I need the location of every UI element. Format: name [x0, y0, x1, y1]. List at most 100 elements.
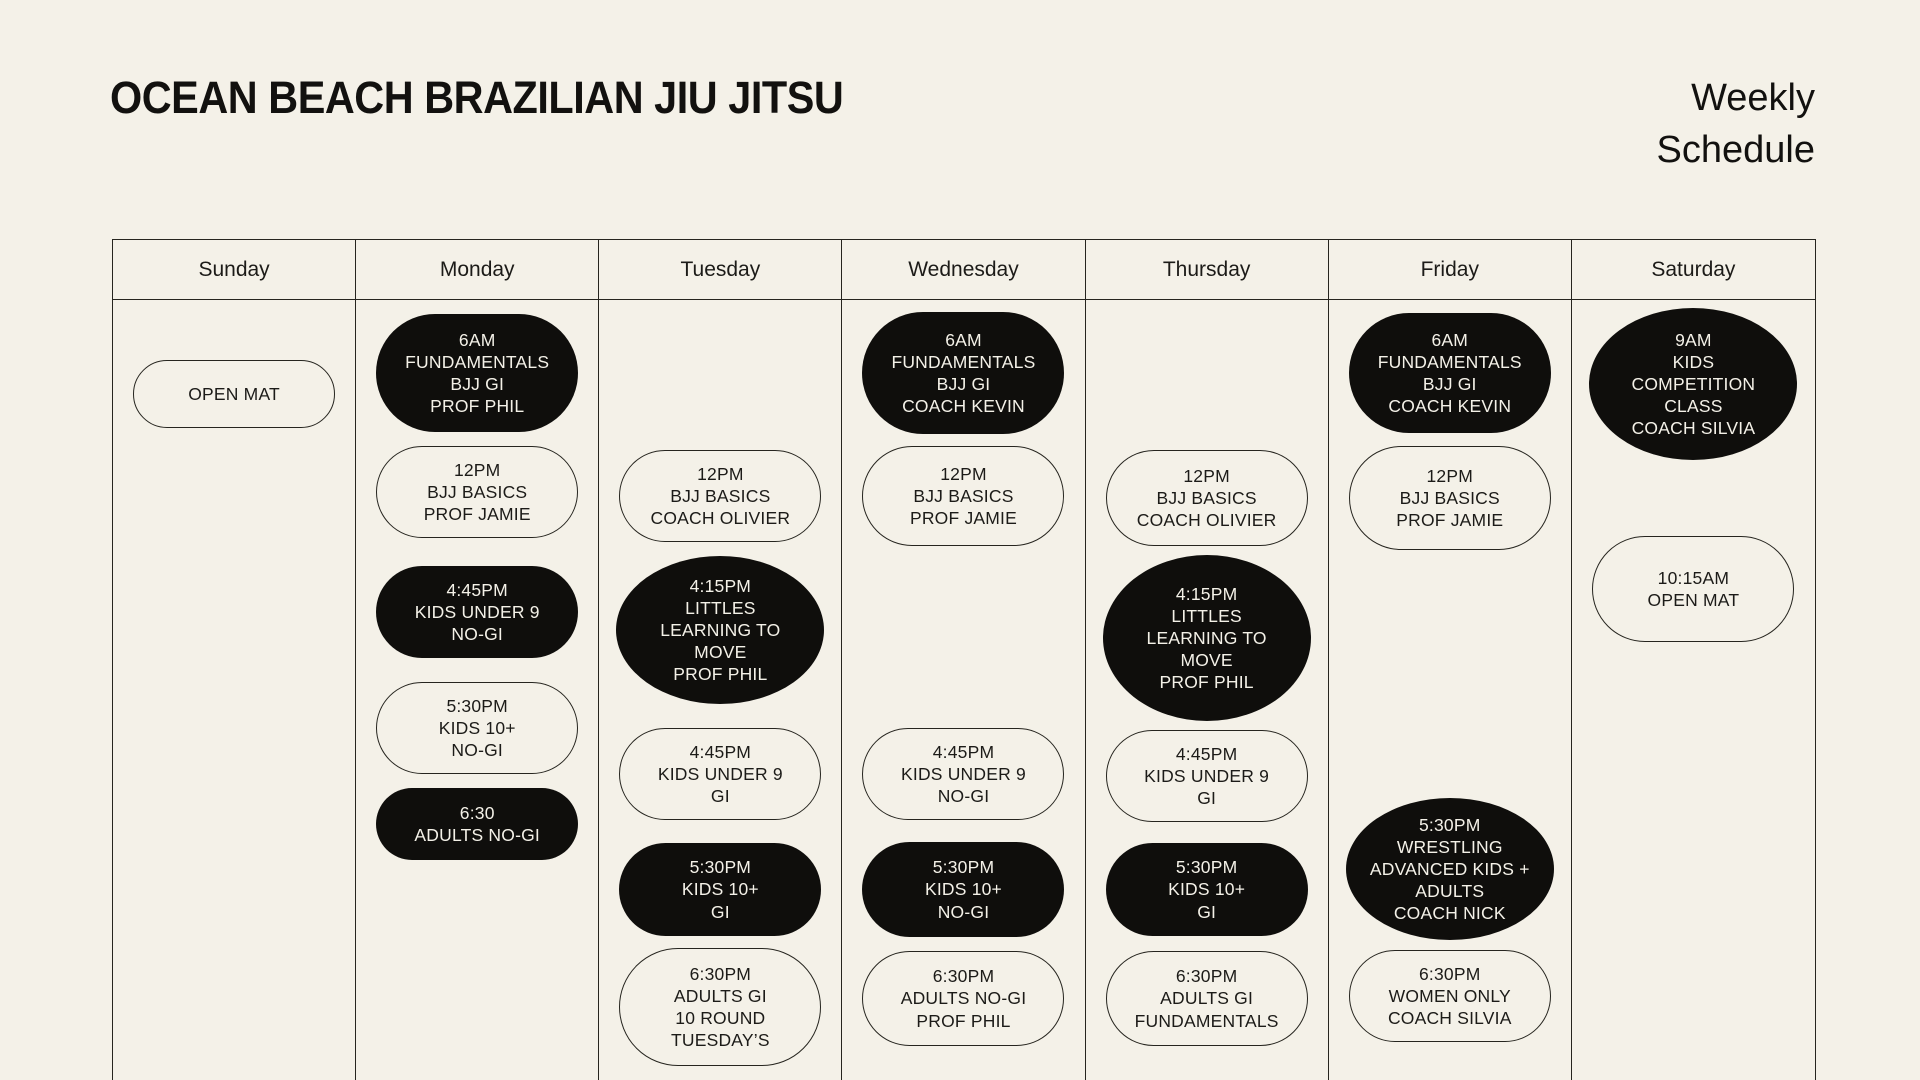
pill-line: 12PM	[1183, 465, 1230, 486]
event-pill: 12PM BJJ BASICS COACH OLIVIER	[619, 450, 822, 542]
pill-line: 4:45PM	[932, 741, 995, 762]
pill-line: 9AM	[1675, 329, 1712, 350]
pill-line: COACH OLIVIER	[650, 508, 791, 529]
pill-line: 6AM	[945, 329, 982, 350]
pill-line: WRESTLING	[1396, 836, 1503, 857]
pill-line: 5:30PM	[689, 857, 752, 878]
pill-line: 4:15PM	[689, 575, 752, 596]
event-pill: 4:45PM KIDS UNDER 9 GI	[1105, 730, 1308, 822]
event-pill: 5:30PM KIDS 10+ NO-GI	[862, 842, 1065, 937]
pill-line: GI	[1197, 901, 1217, 922]
pill-line: ADULTS GI	[1160, 988, 1254, 1009]
pill-line: ADVANCED KIDS +	[1369, 858, 1530, 879]
pill-line: KIDS UNDER 9	[657, 763, 783, 784]
event-pill: 6AM FUNDAMENTALS BJJ GI PROF PHIL	[376, 314, 579, 432]
pill-line: MOVE	[694, 642, 747, 663]
pill-line: 12PM	[697, 463, 744, 484]
pill-line: PROF JAMIE	[1396, 510, 1504, 531]
day-column-thursday: 12PM BJJ BASICS COACH OLIVIER 4:15PM LITTLES…	[1086, 300, 1329, 1080]
pill-line: NO-GI	[937, 786, 990, 807]
pill-line: 4:45PM	[689, 741, 752, 762]
event-pill: 12PM BJJ BASICS COACH OLIVIER	[1105, 450, 1308, 546]
pill-line: OPEN MAT	[188, 383, 280, 404]
pill-line: ADULTS NO-GI	[900, 988, 1027, 1009]
event-pill: 5:30PM KIDS 10+ GI	[619, 843, 822, 936]
pill-line: ADULTS NO-GI	[414, 825, 540, 845]
pill-line: COACH KEVIN	[1388, 396, 1512, 417]
day-header-sunday: Sunday	[113, 240, 357, 299]
pill-line: KIDS UNDER 9	[414, 601, 540, 622]
pill-line: NO-GI	[451, 740, 503, 761]
pill-line: 6:30PM	[1175, 966, 1238, 987]
event-pill: 5:30PM WRESTLING ADVANCED KIDS + ADULTS COAC…	[1345, 798, 1554, 940]
pill-line: BJJ BASICS	[670, 485, 771, 506]
pill-line: TUESDAY’S	[670, 1030, 770, 1051]
day-column-tuesday: 12PM BJJ BASICS COACH OLIVIER 4:15PM LITTLES…	[599, 300, 843, 1080]
event-pill: 6AM FUNDAMENTALS BJJ GI COACH KEVIN	[1348, 313, 1551, 433]
day-header-monday: Monday	[356, 240, 600, 299]
pill-line: BJJ GI	[1422, 374, 1477, 394]
event-pill: 12PM BJJ BASICS PROF JAMIE	[862, 446, 1065, 546]
pill-line: KIDS 10+	[1168, 879, 1246, 900]
event-pill: 5:30PM KIDS 10+ GI	[1105, 843, 1308, 936]
event-pill: 4:45PM KIDS UNDER 9 NO-GI	[862, 728, 1065, 820]
day-column-saturday: 9AM KIDS COMPETITION CLASS COACH SILVIA 10:15…	[1572, 300, 1815, 1080]
pill-line: COACH OLIVIER	[1136, 510, 1277, 531]
pill-line: OPEN MAT	[1647, 590, 1740, 610]
pill-line: WOMEN ONLY	[1388, 985, 1511, 1006]
pill-line: 12PM	[453, 459, 501, 480]
pill-line: COACH NICK	[1393, 903, 1506, 924]
event-pill: 6:30 ADULTS NO-GI	[376, 788, 579, 860]
day-column-wednesday: 6AM FUNDAMENTALS BJJ GI COACH KEVIN 12PM BJJ …	[842, 300, 1086, 1080]
pill-line: FUNDAMENTALS	[1377, 351, 1522, 372]
pill-line: BJJ GI	[936, 374, 991, 394]
day-column-sunday: OPEN MAT	[113, 300, 357, 1080]
pill-line: GI	[710, 901, 730, 922]
event-pill: 6:30PM ADULTS GI 10 ROUND TUESDAY’S	[619, 948, 822, 1066]
pill-line: 5:30PM	[446, 695, 508, 716]
pill-line: COMPETITION	[1631, 373, 1756, 394]
schedule-table: Sunday Monday Tuesday Wednesday Thursday Frid…	[112, 239, 1816, 1080]
pill-line: MOVE	[1180, 650, 1233, 671]
pill-line: COACH SILVIA	[1387, 1008, 1512, 1029]
pill-line: BJJ BASICS	[1156, 487, 1257, 508]
pill-line: 5:30PM	[1175, 857, 1238, 878]
pill-line: KIDS UNDER 9	[901, 763, 1026, 784]
pill-line: 12PM	[1426, 465, 1474, 486]
pill-line: 6:30PM	[932, 966, 995, 987]
event-pill: 6:30PM ADULTS GI FUNDAMENTALS	[1105, 951, 1308, 1046]
day-header-wednesday: Wednesday	[842, 240, 1086, 299]
pill-line: LITTLES	[1171, 605, 1242, 626]
pill-line: NO-GI	[451, 624, 503, 645]
pill-line: COACH SILVIA	[1631, 418, 1756, 439]
pill-line: LEARNING TO	[660, 619, 781, 640]
pill-line: 4:45PM	[1175, 743, 1238, 764]
pill-line: 6:30	[459, 802, 495, 823]
pill-line: GI	[1197, 788, 1217, 809]
pill-line: 6AM	[458, 329, 496, 350]
event-pill: 6AM FUNDAMENTALS BJJ GI COACH KEVIN	[862, 312, 1065, 434]
pill-line: FUNDAMENTALS	[891, 351, 1036, 372]
page-subtitle: Weekly Schedule	[1656, 77, 1815, 172]
pill-line: PROF PHIL	[916, 1010, 1011, 1031]
pill-line: 10 ROUND	[675, 1008, 766, 1028]
day-header-thursday: Thursday	[1086, 240, 1329, 299]
day-column-monday: 6AM FUNDAMENTALS BJJ GI PROF PHIL 12PM BJJ BA…	[356, 300, 600, 1080]
pill-line: BJJ GI	[450, 374, 505, 394]
pill-line: 5:30PM	[1419, 814, 1481, 835]
pill-line: PROF PHIL	[1159, 672, 1254, 693]
pill-line: GI	[710, 786, 730, 807]
schedule-grid-body: OPEN MAT 6AM FUNDAMENTALS BJJ GI PROF PHIL 12…	[112, 300, 1816, 1080]
pill-line: 4:45PM	[446, 579, 508, 600]
event-pill: OPEN MAT	[133, 360, 336, 428]
event-pill: 4:45PM KIDS UNDER 9 NO-GI	[376, 566, 579, 658]
pill-line: KIDS	[1672, 351, 1715, 372]
event-pill: 6:30PM WOMEN ONLY COACH SILVIA	[1348, 950, 1551, 1042]
day-column-friday: 6AM FUNDAMENTALS BJJ GI COACH KEVIN 12PM BJJ …	[1329, 300, 1572, 1080]
pill-line: PROF PHIL	[430, 396, 525, 417]
event-pill: 6:30PM ADULTS NO-GI PROF PHIL	[862, 951, 1065, 1046]
pill-line: 12PM	[940, 463, 987, 484]
pill-line: 5:30PM	[932, 857, 995, 878]
pill-line: 6AM	[1431, 329, 1469, 350]
